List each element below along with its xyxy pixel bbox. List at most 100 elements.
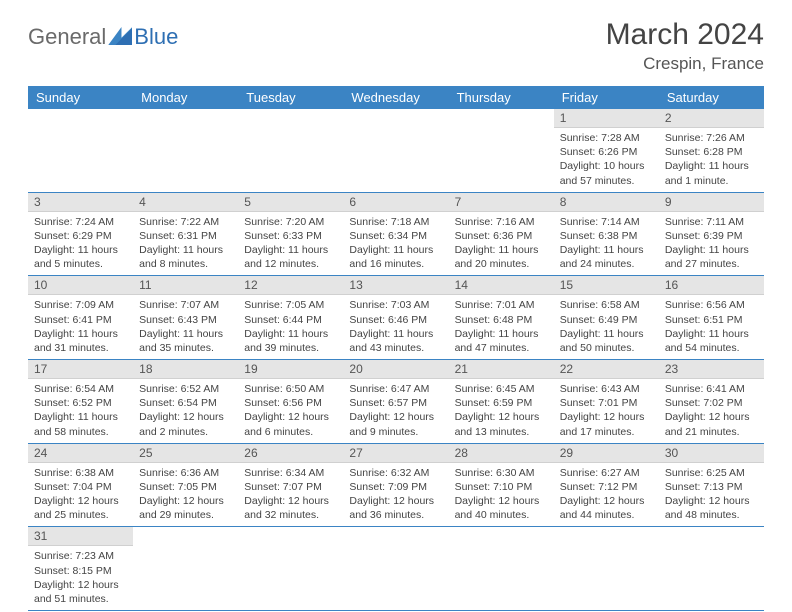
header: General Blue March 2024 Crespin, France — [28, 18, 764, 74]
calendar-cell: 17Sunrise: 6:54 AMSunset: 6:52 PMDayligh… — [28, 360, 133, 444]
sunset-text: Sunset: 6:34 PM — [349, 229, 442, 243]
calendar-row: 24Sunrise: 6:38 AMSunset: 7:04 PMDayligh… — [28, 443, 764, 527]
day-details: Sunrise: 7:14 AMSunset: 6:38 PMDaylight:… — [554, 212, 659, 276]
sunrise-text: Sunrise: 6:36 AM — [139, 466, 232, 480]
sunrise-text: Sunrise: 7:20 AM — [244, 215, 337, 229]
day-details: Sunrise: 6:41 AMSunset: 7:02 PMDaylight:… — [659, 379, 764, 443]
sunrise-text: Sunrise: 7:26 AM — [665, 131, 758, 145]
day-details: Sunrise: 7:03 AMSunset: 6:46 PMDaylight:… — [343, 295, 448, 359]
sunrise-text: Sunrise: 7:01 AM — [455, 298, 548, 312]
sunset-text: Sunset: 6:51 PM — [665, 313, 758, 327]
sunrise-text: Sunrise: 7:16 AM — [455, 215, 548, 229]
sunrise-text: Sunrise: 7:05 AM — [244, 298, 337, 312]
sunset-text: Sunset: 6:28 PM — [665, 145, 758, 159]
sunrise-text: Sunrise: 7:09 AM — [34, 298, 127, 312]
calendar-cell: 7Sunrise: 7:16 AMSunset: 6:36 PMDaylight… — [449, 192, 554, 276]
calendar-cell: 28Sunrise: 6:30 AMSunset: 7:10 PMDayligh… — [449, 443, 554, 527]
day-number: 17 — [28, 360, 133, 379]
sunset-text: Sunset: 6:33 PM — [244, 229, 337, 243]
daylight-text: Daylight: 11 hours and 31 minutes. — [34, 327, 127, 355]
day-number: 3 — [28, 193, 133, 212]
day-number: 20 — [343, 360, 448, 379]
calendar-cell — [343, 109, 448, 192]
day-details: Sunrise: 7:07 AMSunset: 6:43 PMDaylight:… — [133, 295, 238, 359]
col-monday: Monday — [133, 86, 238, 109]
sunset-text: Sunset: 6:41 PM — [34, 313, 127, 327]
sunset-text: Sunset: 6:57 PM — [349, 396, 442, 410]
logo-sail-icon — [108, 27, 132, 45]
day-details: Sunrise: 7:01 AMSunset: 6:48 PMDaylight:… — [449, 295, 554, 359]
day-number: 1 — [554, 109, 659, 128]
calendar-cell: 15Sunrise: 6:58 AMSunset: 6:49 PMDayligh… — [554, 276, 659, 360]
day-details: Sunrise: 6:43 AMSunset: 7:01 PMDaylight:… — [554, 379, 659, 443]
sunset-text: Sunset: 7:12 PM — [560, 480, 653, 494]
day-details: Sunrise: 7:18 AMSunset: 6:34 PMDaylight:… — [343, 212, 448, 276]
day-number: 30 — [659, 444, 764, 463]
calendar-row: 31Sunrise: 7:23 AMSunset: 8:15 PMDayligh… — [28, 527, 764, 611]
sunset-text: Sunset: 6:36 PM — [455, 229, 548, 243]
day-details: Sunrise: 6:54 AMSunset: 6:52 PMDaylight:… — [28, 379, 133, 443]
daylight-text: Daylight: 12 hours and 2 minutes. — [139, 410, 232, 438]
sunrise-text: Sunrise: 6:56 AM — [665, 298, 758, 312]
daylight-text: Daylight: 12 hours and 51 minutes. — [34, 578, 127, 606]
daylight-text: Daylight: 11 hours and 5 minutes. — [34, 243, 127, 271]
calendar-cell: 31Sunrise: 7:23 AMSunset: 8:15 PMDayligh… — [28, 527, 133, 611]
sunset-text: Sunset: 8:15 PM — [34, 564, 127, 578]
calendar-cell — [449, 109, 554, 192]
calendar-cell: 4Sunrise: 7:22 AMSunset: 6:31 PMDaylight… — [133, 192, 238, 276]
day-details: Sunrise: 6:50 AMSunset: 6:56 PMDaylight:… — [238, 379, 343, 443]
daylight-text: Daylight: 12 hours and 13 minutes. — [455, 410, 548, 438]
day-number: 13 — [343, 276, 448, 295]
sunset-text: Sunset: 6:44 PM — [244, 313, 337, 327]
sunrise-text: Sunrise: 7:28 AM — [560, 131, 653, 145]
calendar-cell — [238, 109, 343, 192]
day-details: Sunrise: 6:38 AMSunset: 7:04 PMDaylight:… — [28, 463, 133, 527]
calendar-cell: 24Sunrise: 6:38 AMSunset: 7:04 PMDayligh… — [28, 443, 133, 527]
daylight-text: Daylight: 11 hours and 1 minute. — [665, 159, 758, 187]
calendar-row: 10Sunrise: 7:09 AMSunset: 6:41 PMDayligh… — [28, 276, 764, 360]
sunrise-text: Sunrise: 6:25 AM — [665, 466, 758, 480]
calendar-cell — [28, 109, 133, 192]
calendar-cell — [449, 527, 554, 611]
daylight-text: Daylight: 12 hours and 36 minutes. — [349, 494, 442, 522]
day-details: Sunrise: 7:22 AMSunset: 6:31 PMDaylight:… — [133, 212, 238, 276]
day-number: 9 — [659, 193, 764, 212]
calendar-cell: 11Sunrise: 7:07 AMSunset: 6:43 PMDayligh… — [133, 276, 238, 360]
sunset-text: Sunset: 7:13 PM — [665, 480, 758, 494]
calendar-cell — [133, 527, 238, 611]
sunset-text: Sunset: 7:07 PM — [244, 480, 337, 494]
sunrise-text: Sunrise: 7:22 AM — [139, 215, 232, 229]
day-number: 27 — [343, 444, 448, 463]
day-number: 2 — [659, 109, 764, 128]
calendar-cell: 26Sunrise: 6:34 AMSunset: 7:07 PMDayligh… — [238, 443, 343, 527]
sunset-text: Sunset: 6:26 PM — [560, 145, 653, 159]
sunset-text: Sunset: 6:52 PM — [34, 396, 127, 410]
calendar-cell: 8Sunrise: 7:14 AMSunset: 6:38 PMDaylight… — [554, 192, 659, 276]
day-number: 23 — [659, 360, 764, 379]
daylight-text: Daylight: 11 hours and 54 minutes. — [665, 327, 758, 355]
day-details: Sunrise: 7:28 AMSunset: 6:26 PMDaylight:… — [554, 128, 659, 192]
daylight-text: Daylight: 12 hours and 21 minutes. — [665, 410, 758, 438]
calendar-cell: 30Sunrise: 6:25 AMSunset: 7:13 PMDayligh… — [659, 443, 764, 527]
day-details: Sunrise: 6:32 AMSunset: 7:09 PMDaylight:… — [343, 463, 448, 527]
calendar-cell: 5Sunrise: 7:20 AMSunset: 6:33 PMDaylight… — [238, 192, 343, 276]
daylight-text: Daylight: 11 hours and 35 minutes. — [139, 327, 232, 355]
daylight-text: Daylight: 11 hours and 8 minutes. — [139, 243, 232, 271]
calendar-cell — [659, 527, 764, 611]
sunrise-text: Sunrise: 7:23 AM — [34, 549, 127, 563]
daylight-text: Daylight: 11 hours and 16 minutes. — [349, 243, 442, 271]
day-number: 21 — [449, 360, 554, 379]
daylight-text: Daylight: 12 hours and 32 minutes. — [244, 494, 337, 522]
day-number: 28 — [449, 444, 554, 463]
calendar-row: 17Sunrise: 6:54 AMSunset: 6:52 PMDayligh… — [28, 360, 764, 444]
calendar-cell — [343, 527, 448, 611]
day-number: 6 — [343, 193, 448, 212]
calendar-cell: 14Sunrise: 7:01 AMSunset: 6:48 PMDayligh… — [449, 276, 554, 360]
sunrise-text: Sunrise: 6:32 AM — [349, 466, 442, 480]
sunrise-text: Sunrise: 6:58 AM — [560, 298, 653, 312]
calendar-cell: 23Sunrise: 6:41 AMSunset: 7:02 PMDayligh… — [659, 360, 764, 444]
sunset-text: Sunset: 7:04 PM — [34, 480, 127, 494]
daylight-text: Daylight: 11 hours and 27 minutes. — [665, 243, 758, 271]
calendar-cell: 18Sunrise: 6:52 AMSunset: 6:54 PMDayligh… — [133, 360, 238, 444]
sunrise-text: Sunrise: 7:07 AM — [139, 298, 232, 312]
